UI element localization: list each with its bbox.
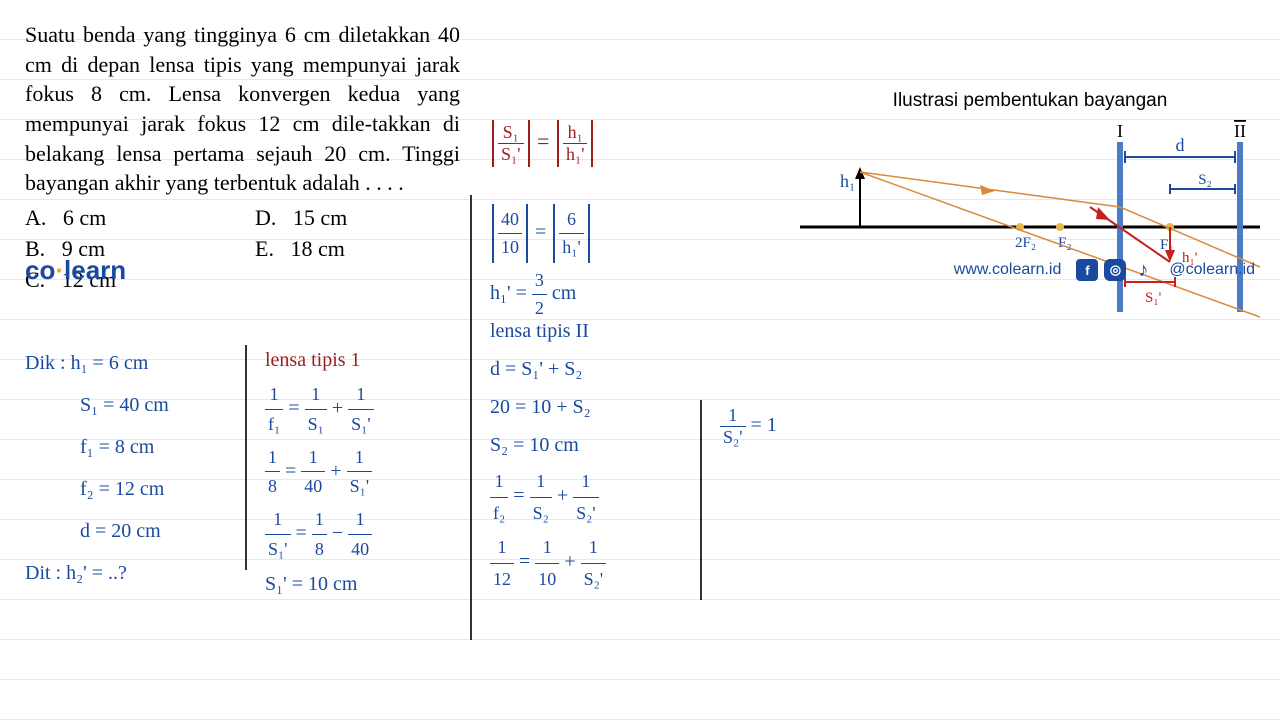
instagram-icon: ◎: [1104, 259, 1126, 281]
diagram-svg: I II d S₂ h₁ 2F₂ F₂ F₁: [800, 117, 1260, 327]
diagram-title: Ilustrasi pembentukan bayangan: [800, 90, 1260, 112]
lens1-title: lensa tipis 1: [265, 344, 374, 376]
social-handle: @colearn.id: [1169, 261, 1255, 279]
lens2-title: lensa tipis II: [490, 314, 606, 348]
option-a: A. 6 cm: [25, 203, 255, 234]
given-values: Dik : h₁ = 6 cm S₁ = 40 cm f₁ = 8 cm f₂ …: [25, 340, 169, 596]
colearn-logo: co·learn: [25, 255, 126, 286]
svg-text:I: I: [1117, 121, 1123, 141]
svg-text:II: II: [1234, 121, 1246, 141]
divider-1: [245, 345, 247, 570]
tiktok-icon: ♪: [1132, 259, 1154, 281]
s2prime-calc: 1S₂' = 1: [720, 405, 777, 448]
magnification-formula: S₁S₁' = h₁h₁': [490, 120, 595, 167]
footer-url: www.colearn.id: [954, 261, 1062, 279]
svg-text:2F₂: 2F₂: [1015, 235, 1036, 251]
svg-text:S₂: S₂: [1198, 172, 1212, 188]
svg-text:d: d: [1176, 135, 1185, 155]
problem-text: Suatu benda yang tingginya 6 cm diletakk…: [0, 0, 480, 198]
facebook-icon: f: [1076, 259, 1098, 281]
svg-text:S₁': S₁': [1145, 290, 1162, 306]
ray-diagram: Ilustrasi pembentukan bayangan I II d S₂…: [800, 90, 1260, 330]
footer: co·learn www.colearn.id f ◎ ♪ @colearn.i…: [0, 255, 1280, 286]
svg-text:h₁: h₁: [840, 171, 855, 191]
social-icons: f ◎ ♪: [1076, 259, 1154, 281]
lens1-calc: lensa tipis 1 1f₁ = 1S₁ + 1S₁' 18 = 140 …: [265, 340, 374, 604]
divider-3: [700, 400, 702, 600]
option-d: D. 15 cm: [255, 203, 485, 234]
lens2-calc: lensa tipis II d = S₁' + S₂ 20 = 10 + S₂…: [490, 310, 606, 598]
